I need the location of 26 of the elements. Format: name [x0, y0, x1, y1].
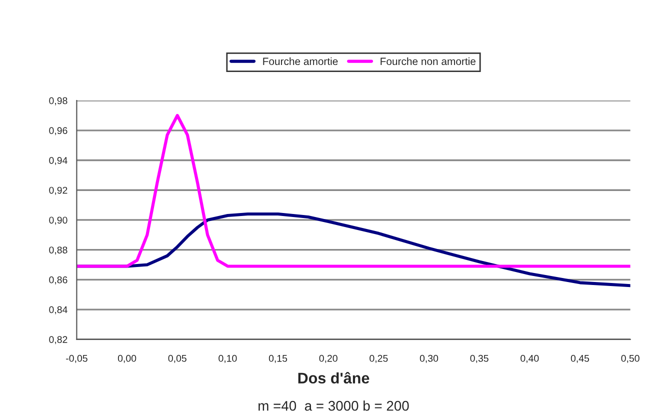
- legend-label: Fourche non amortie: [380, 57, 476, 66]
- x-tick-label: 0,30: [420, 354, 438, 363]
- text: Dos d'âne: [298, 372, 370, 384]
- y-tick-label: 0,84: [49, 306, 68, 314]
- y-tick-label: 0,92: [49, 186, 68, 195]
- x-tick-label: 0,10: [218, 354, 237, 363]
- legend-label: Fourche amortie: [263, 57, 338, 66]
- x-tick-label: 0,35: [470, 354, 488, 363]
- y-tick-label: 0,98: [49, 97, 68, 106]
- y-tick-label: 0,96: [49, 127, 68, 136]
- x-tick-label: -0,05: [66, 354, 88, 363]
- y-tick-label: 0,86: [49, 276, 68, 284]
- x-tick-label: 0,40: [520, 354, 539, 363]
- x-tick-label: 0,15: [268, 354, 288, 363]
- text: m =40 a = 3000 b = 200: [258, 400, 409, 411]
- y-tick-label: 0,90: [49, 216, 68, 225]
- y-tick-label: 0,88: [49, 246, 68, 255]
- x-tick-label: 0,00: [118, 354, 136, 363]
- x-tick-label: 0,25: [370, 354, 388, 363]
- x-tick-label: 0,50: [621, 354, 640, 363]
- x-tick-label: 0,05: [168, 354, 186, 363]
- y-tick-label: 0,94: [49, 157, 68, 166]
- y-tick-label: 0,82: [49, 336, 68, 344]
- x-tick-label: 0,20: [319, 354, 338, 363]
- x-tick-label: 0,45: [570, 354, 590, 363]
- line-series: [76, 114, 630, 268]
